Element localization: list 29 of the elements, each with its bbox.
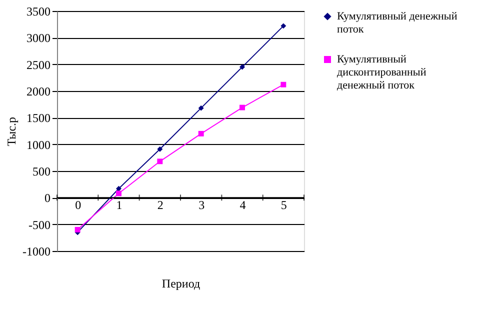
point — [198, 105, 204, 111]
point — [116, 190, 122, 196]
y-tick-label: 3500 — [26, 4, 50, 18]
x-tick-label: 1 — [116, 198, 122, 212]
x-tick-label: 2 — [157, 198, 164, 212]
y-tick-label: 2500 — [26, 58, 50, 72]
x-tick-label: 5 — [280, 198, 287, 212]
point — [157, 146, 163, 152]
point — [240, 104, 245, 110]
point — [198, 130, 204, 136]
legend-label: Кумулятивный дисконтированный денежный поток — [337, 54, 426, 92]
y-tick-label: 1500 — [26, 111, 50, 126]
y-tick-label: 1000 — [26, 138, 50, 152]
y-tick-label: 2000 — [26, 84, 50, 98]
x-tick-label: 3 — [198, 198, 205, 212]
point — [280, 23, 286, 29]
point — [116, 186, 122, 192]
x-tick-label: 0 — [75, 198, 82, 212]
x-tick-label: 4 — [240, 198, 246, 212]
y-axis-title: Тыс.р — [4, 116, 19, 146]
point — [157, 158, 163, 164]
y-tick-label: 500 — [32, 164, 50, 178]
y-tick-label: -1000 — [22, 244, 50, 258]
y-tick-label: -500 — [28, 218, 50, 232]
y-tick-label: 3000 — [26, 31, 50, 46]
point — [74, 226, 80, 232]
x-axis-title: Период — [162, 276, 200, 290]
legend-label: Кумулятивный денежный поток — [337, 10, 458, 36]
point — [280, 82, 286, 88]
